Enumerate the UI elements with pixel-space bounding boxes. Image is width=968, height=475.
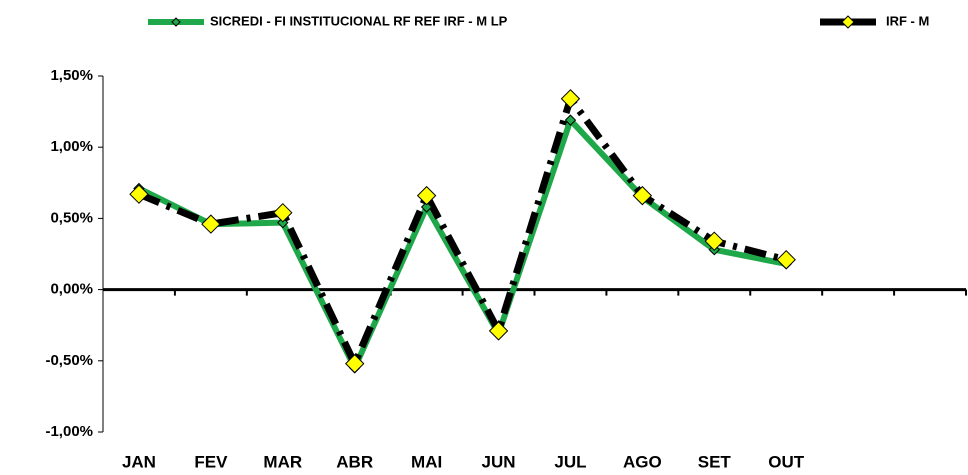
- legend-label: SICREDI - FI INSTITUCIONAL RF REF IRF - …: [210, 13, 508, 28]
- marker: [560, 89, 581, 109]
- x-tick-label: MAR: [263, 452, 302, 471]
- x-tick-label: FEV: [194, 452, 228, 471]
- marker: [201, 214, 221, 234]
- x-tick-label: ABR: [336, 452, 373, 471]
- marker: [416, 185, 437, 206]
- x-tick-label: OUT: [768, 452, 805, 471]
- legend-marker: [841, 15, 855, 29]
- marker: [420, 201, 433, 213]
- x-tick-label: JUN: [482, 452, 516, 471]
- marker: [129, 184, 149, 204]
- y-tick-label: -0,50%: [45, 352, 93, 369]
- y-tick-label: 1,50%: [50, 67, 93, 84]
- marker: [277, 216, 289, 229]
- x-tick-label: AGO: [623, 452, 662, 471]
- marker: [704, 231, 724, 251]
- marker: [564, 114, 577, 126]
- legend-label: IRF - M: [886, 13, 929, 28]
- y-tick-label: 0,00%: [50, 281, 93, 298]
- legend-marker: [171, 17, 181, 27]
- marker: [345, 353, 365, 374]
- series-line: [137, 117, 787, 371]
- y-tick-label: 1,00%: [50, 138, 93, 155]
- x-tick-label: SET: [698, 452, 732, 471]
- y-tick-label: 0,50%: [50, 209, 93, 226]
- y-tick-label: -1,00%: [45, 423, 93, 440]
- x-tick-label: JUL: [554, 452, 586, 471]
- marker: [273, 202, 293, 223]
- marker: [488, 321, 509, 341]
- x-tick-label: MAI: [411, 452, 442, 471]
- marker: [776, 249, 796, 270]
- x-tick-label: JAN: [122, 452, 156, 471]
- marker: [632, 185, 653, 206]
- series-line: [137, 95, 788, 368]
